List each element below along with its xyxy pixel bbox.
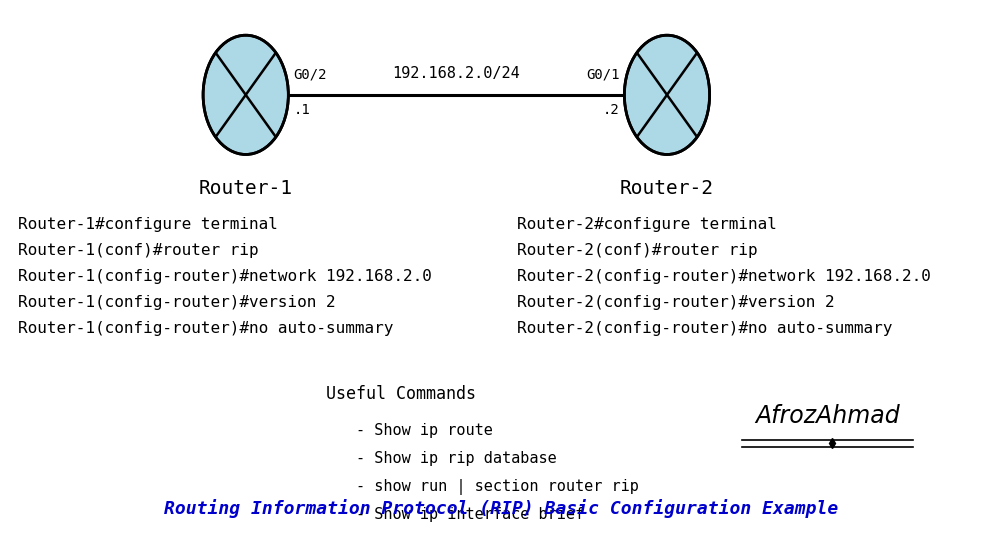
Text: - Show ip rip database: - Show ip rip database — [356, 451, 556, 466]
Text: Router-2#configure terminal: Router-2#configure terminal — [516, 217, 776, 232]
Text: Router-1: Router-1 — [198, 179, 293, 198]
Ellipse shape — [624, 35, 709, 154]
Ellipse shape — [202, 35, 289, 154]
Text: Router-1(config-router)#version 2: Router-1(config-router)#version 2 — [18, 295, 336, 310]
Text: .2: .2 — [602, 103, 619, 117]
Text: .1: .1 — [293, 103, 310, 117]
Text: Router-1#configure terminal: Router-1#configure terminal — [18, 217, 278, 232]
Text: Router-2(conf)#router rip: Router-2(conf)#router rip — [516, 243, 757, 258]
Text: Router-2(config-router)#version 2: Router-2(config-router)#version 2 — [516, 295, 834, 310]
Text: - show run | section router rip: - show run | section router rip — [356, 479, 638, 495]
Text: Router-2(config-router)#network 192.168.2.0: Router-2(config-router)#network 192.168.… — [516, 269, 930, 284]
Text: G0/1: G0/1 — [585, 67, 619, 81]
Text: Router-1(conf)#router rip: Router-1(conf)#router rip — [18, 243, 259, 258]
Text: Router-2: Router-2 — [619, 179, 713, 198]
Text: Router-1(config-router)#network 192.168.2.0: Router-1(config-router)#network 192.168.… — [18, 269, 432, 284]
Text: AfrozAhmad: AfrozAhmad — [755, 404, 899, 428]
Text: G0/2: G0/2 — [293, 67, 327, 81]
Text: Router-1(config-router)#no auto-summary: Router-1(config-router)#no auto-summary — [18, 321, 393, 336]
Text: - Show ip route: - Show ip route — [356, 423, 492, 438]
Text: Useful Commands: Useful Commands — [326, 385, 476, 403]
Text: - Show ip interface brief: - Show ip interface brief — [356, 507, 583, 522]
Text: Router-2(config-router)#no auto-summary: Router-2(config-router)#no auto-summary — [516, 321, 891, 336]
Text: Routing Information Protocol (RIP) Basic Configuration Example: Routing Information Protocol (RIP) Basic… — [164, 499, 838, 518]
Text: 192.168.2.0/24: 192.168.2.0/24 — [392, 66, 520, 81]
